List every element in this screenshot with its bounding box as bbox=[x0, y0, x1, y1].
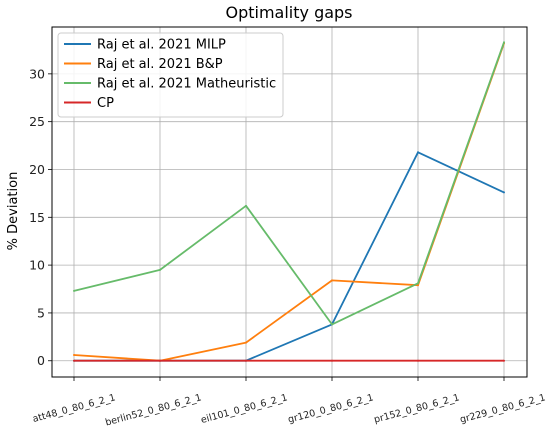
data-point bbox=[73, 354, 75, 357]
legend-label: CP bbox=[97, 96, 114, 111]
data-point bbox=[331, 279, 333, 282]
legend-box bbox=[57, 32, 284, 118]
data-point bbox=[417, 151, 419, 154]
data-point bbox=[73, 359, 75, 362]
data-point bbox=[417, 359, 419, 362]
x-axis-ticks: att48_0_80_6_2_1berlin52_0_80_6_2_1eil10… bbox=[31, 377, 547, 429]
chart-title: Optimality gaps bbox=[225, 3, 352, 22]
y-tick-label: 10 bbox=[29, 258, 45, 273]
y-tick-label: 5 bbox=[37, 305, 45, 320]
y-tick-label: 20 bbox=[29, 162, 45, 177]
y-tick-label: 30 bbox=[29, 66, 45, 81]
data-point bbox=[73, 289, 75, 292]
legend-label: Raj et al. 2021 B&P bbox=[97, 57, 223, 72]
data-point bbox=[245, 341, 247, 344]
data-point bbox=[503, 191, 505, 194]
legend-label: Raj et al. 2021 MILP bbox=[97, 38, 226, 53]
data-point bbox=[159, 359, 161, 362]
y-tick-label: 25 bbox=[29, 114, 45, 129]
x-tick-label: berlin52_0_80_6_2_1 bbox=[104, 392, 203, 428]
data-point bbox=[503, 359, 505, 362]
data-point bbox=[159, 268, 161, 271]
data-point bbox=[331, 323, 333, 326]
y-axis-ticks: 0 5 10 15 20 25 30 bbox=[29, 66, 52, 368]
gridlines bbox=[52, 27, 527, 377]
series-line-raj-et-al-2021-milp bbox=[74, 151, 505, 362]
data-point bbox=[245, 359, 247, 362]
plot-frame bbox=[51, 26, 528, 378]
legend-label: Raj et al. 2021 Matheuristic bbox=[97, 77, 276, 92]
series-lines bbox=[73, 41, 505, 362]
y-axis-label: % Deviation bbox=[6, 172, 21, 251]
legend: Raj et al. 2021 MILP Raj et al. 2021 B&P R… bbox=[57, 32, 284, 118]
x-tick-label: pr152_0_80_6_2_1 bbox=[373, 392, 461, 425]
y-tick-label: 15 bbox=[29, 210, 45, 225]
x-tick-label: eil101_0_80_6_2_1 bbox=[200, 392, 289, 426]
data-point bbox=[417, 282, 419, 285]
data-point bbox=[245, 204, 247, 207]
data-point bbox=[417, 284, 419, 287]
data-point bbox=[331, 359, 333, 362]
y-tick-label: 0 bbox=[37, 353, 45, 368]
x-tick-label: gr229_0_80_6_2_1 bbox=[459, 392, 547, 425]
series-line-raj-et-al-2021-matheuristic bbox=[73, 41, 505, 326]
x-tick-label: gr120_0_80_6_2_1 bbox=[287, 392, 375, 425]
data-point bbox=[503, 41, 505, 44]
